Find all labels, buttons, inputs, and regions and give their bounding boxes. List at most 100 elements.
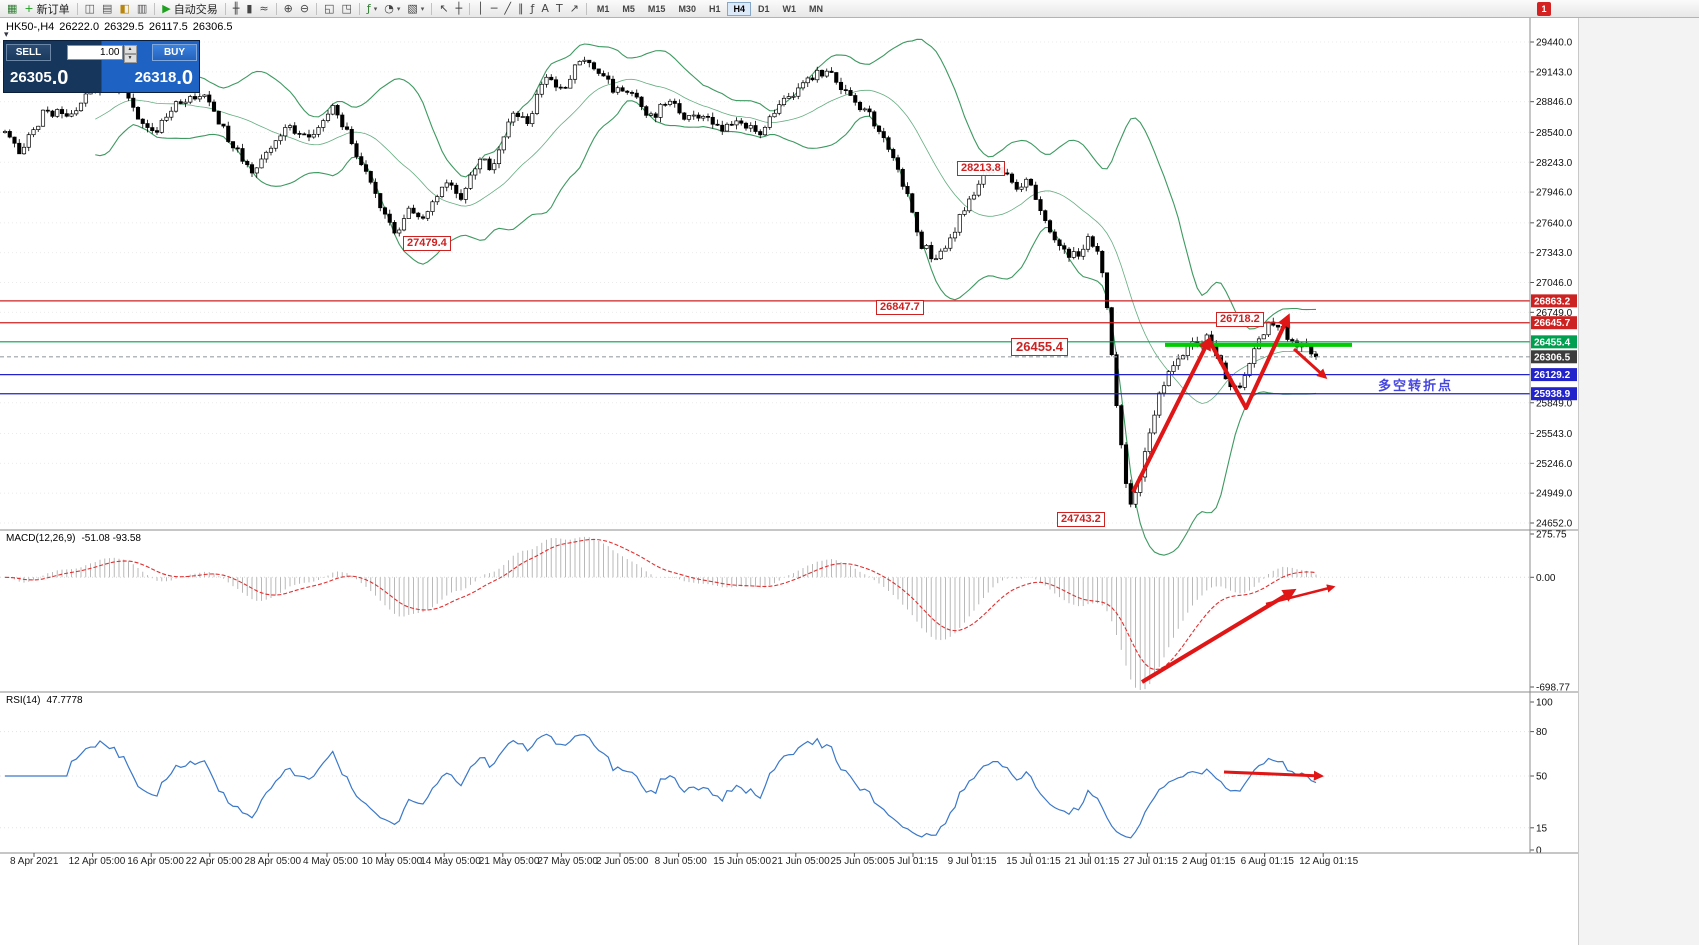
autotrading-label: 自动交易: [173, 3, 218, 16]
trend-arrow[interactable]: [1292, 347, 1328, 380]
timeframe-m1[interactable]: M1: [596, 3, 610, 14]
trend-arrow[interactable]: [1140, 588, 1297, 684]
svg-text:29143.0: 29143.0: [1536, 67, 1573, 78]
volume-down-icon[interactable]: ▼: [123, 53, 137, 63]
ohlc-open: 26222.0: [59, 21, 100, 33]
volume-input[interactable]: [66, 44, 123, 60]
svg-text:29440.0: 29440.0: [1536, 38, 1573, 49]
market-watch-button[interactable]: ◫: [82, 1, 98, 17]
horizontal-line-button[interactable]: ─: [488, 1, 501, 17]
svg-text:27640.0: 27640.0: [1536, 218, 1573, 229]
chart-text-annotation[interactable]: 多空转折点: [1378, 378, 1454, 393]
timeframe-mn[interactable]: MN: [809, 3, 823, 14]
volume-up-icon[interactable]: ▲: [123, 44, 137, 54]
new-chart-icon: ▦: [7, 1, 18, 15]
timeframe-w1[interactable]: W1: [782, 3, 797, 14]
time-axis-label: 4 May 05:00: [303, 856, 359, 867]
periods-button[interactable]: ◔ ▾: [381, 1, 403, 17]
svg-text:25246.0: 25246.0: [1536, 459, 1573, 470]
svg-text:26129.2: 26129.2: [1534, 370, 1571, 381]
new-order-icon: +: [24, 1, 34, 15]
time-axis-label: 15 Jun 05:00: [713, 856, 772, 867]
new-order-button[interactable]: + 新订单: [21, 1, 72, 17]
alert-badge[interactable]: 1: [1537, 2, 1551, 16]
bar-chart-button[interactable]: ╫: [230, 1, 243, 17]
timeframe-m5[interactable]: M5: [622, 3, 635, 14]
line-chart-icon: ≈: [259, 1, 269, 15]
trend-arrow[interactable]: [1223, 770, 1325, 781]
new-chart-button[interactable]: ▦: [4, 1, 20, 17]
fibonacci-button[interactable]: ƒ: [528, 1, 538, 17]
price-flag[interactable]: 24743.2: [1057, 512, 1105, 527]
svg-text:-698.77: -698.77: [1536, 683, 1570, 694]
data-window-icon: ▤: [102, 1, 113, 15]
zoom-in-button[interactable]: ⊕: [281, 1, 296, 17]
time-axis-label: 14 May 05:00: [420, 856, 481, 867]
dropdown-caret-icon: ▾: [373, 5, 378, 13]
toolbar-separator: [275, 2, 277, 15]
crosshair-button[interactable]: ┼: [453, 1, 466, 17]
time-axis-label: 21 May 05:00: [478, 856, 540, 867]
indicators-list-button[interactable]: ƒ ▾: [364, 1, 380, 17]
autotrading-icon: ▶: [162, 1, 171, 15]
svg-text:80: 80: [1536, 727, 1548, 738]
channel-button[interactable]: ∥: [515, 1, 527, 17]
toolbar-separator: [224, 2, 226, 15]
timeframe-m15[interactable]: M15: [647, 3, 666, 14]
data-window-button[interactable]: ▤: [99, 1, 115, 17]
timeframe-m30[interactable]: M30: [678, 3, 696, 14]
buy-button[interactable]: BUY: [152, 43, 197, 61]
zoom-out-button[interactable]: ⊖: [297, 1, 312, 17]
timeframe-h1[interactable]: H1: [708, 3, 721, 14]
zoom-in-icon: ⊕: [283, 1, 293, 15]
arrows-tool-button[interactable]: ↗: [567, 1, 582, 17]
price-flag[interactable]: 26455.4: [1011, 338, 1068, 356]
svg-text:275.75: 275.75: [1536, 530, 1567, 541]
text-label-button[interactable]: T: [553, 1, 566, 17]
sell-button[interactable]: SELL: [6, 43, 51, 61]
trend-arrow[interactable]: [1131, 336, 1211, 493]
vertical-line-button[interactable]: │: [474, 1, 487, 17]
sell-price[interactable]: 26305.0: [4, 63, 102, 92]
time-axis-label: 22 Apr 05:00: [185, 856, 243, 867]
price-flag[interactable]: 27479.4: [403, 236, 451, 251]
navigator-button[interactable]: ◧: [116, 1, 132, 17]
rsi-line: [5, 733, 1317, 839]
svg-text:27946.0: 27946.0: [1536, 188, 1573, 199]
terminal-button[interactable]: ▥: [134, 1, 150, 17]
svg-text:15: 15: [1536, 823, 1548, 834]
time-axis-label: 5 Jul 01:15: [889, 856, 938, 867]
sell-price-frac: .0: [51, 66, 69, 89]
timeframe-h4[interactable]: H4: [727, 1, 751, 16]
svg-text:26645.7: 26645.7: [1534, 318, 1571, 329]
autotrading-button[interactable]: ▶ 自动交易: [159, 1, 220, 17]
toolbar-separator: [585, 2, 587, 15]
macd-label: MACD(12,26,9) -51.08 -93.58: [6, 533, 147, 544]
dropdown-caret-icon: ▾: [396, 5, 401, 13]
trend-arrow[interactable]: [1265, 584, 1336, 606]
trend-arrow[interactable]: [1207, 313, 1291, 410]
timeframe-d1[interactable]: D1: [757, 3, 770, 14]
tile-windows-icon: ◱: [324, 1, 335, 15]
buy-price[interactable]: 26318.0: [102, 63, 200, 92]
time-axis-label: 10 May 05:00: [361, 856, 423, 867]
price-flag[interactable]: 26718.2: [1216, 312, 1264, 327]
templates-button[interactable]: ▧ ▾: [404, 1, 427, 17]
toolbar-buttons: ▦ + 新订单 ◫ ▤ ◧ ▥ ▶ 自动交易 ╫ ▮ ≈ ⊕ ⊖ ◱ ◳ ƒ ▾ ◔ ▾ ▧ ▾ ↖ ┼ │ ─ ╱ ∥ ƒ A T ↗: [4, 1, 582, 17]
trendline-button[interactable]: ╱: [501, 1, 514, 17]
time-axis-label: 12 Apr 05:00: [68, 856, 126, 867]
one-click-collapse-icon[interactable]: ▾: [4, 29, 9, 39]
svg-text:25938.9: 25938.9: [1534, 389, 1571, 400]
price-flag[interactable]: 28213.8: [957, 161, 1005, 176]
cascade-windows-button[interactable]: ◳: [338, 1, 354, 17]
price-flag[interactable]: 26847.7: [876, 300, 924, 315]
candlestick-chart-icon: ▮: [246, 1, 253, 15]
sell-price-main: 26305: [10, 69, 52, 86]
cursor-button[interactable]: ↖: [436, 1, 451, 17]
bollinger-middle: [95, 78, 1317, 404]
line-chart-button[interactable]: ≈: [256, 1, 271, 17]
text-button[interactable]: A: [538, 1, 552, 17]
candlestick-chart-button[interactable]: ▮: [243, 1, 255, 17]
tile-windows-button[interactable]: ◱: [321, 1, 337, 17]
